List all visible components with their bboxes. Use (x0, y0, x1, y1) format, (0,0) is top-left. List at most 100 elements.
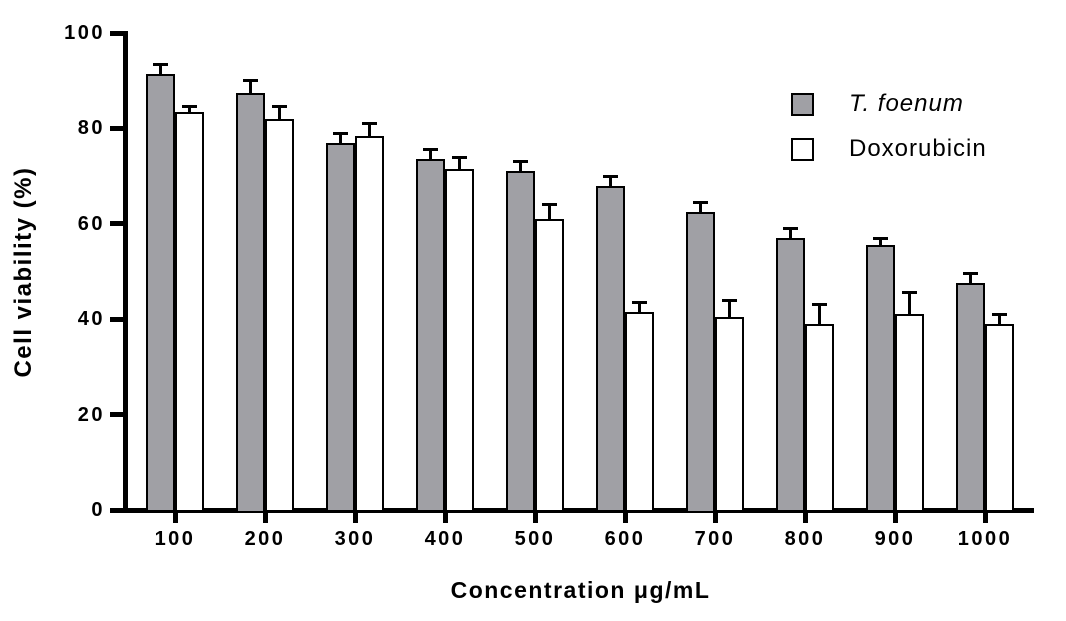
bar-t-foenum (146, 73, 175, 513)
y-tick (110, 125, 124, 131)
x-tick-label: 500 (514, 528, 556, 550)
y-tick (110, 507, 124, 513)
y-tick-label: 40 (77, 308, 105, 331)
x-tick (532, 510, 538, 523)
legend-item-t-foenum: T. foenum (791, 90, 987, 118)
error-bar-cap (272, 105, 287, 109)
bar-doxorubicin (985, 323, 1014, 513)
y-tick-label: 60 (77, 212, 105, 235)
error-bar-stem (548, 204, 551, 220)
error-bar-cap (362, 122, 377, 126)
error-bar-stem (879, 238, 882, 246)
error-bar-stem (969, 273, 972, 284)
error-bar-cap (722, 298, 737, 302)
bar-t-foenum (596, 185, 625, 513)
error-bar-cap (992, 312, 1007, 316)
bar-t-foenum (866, 245, 895, 513)
error-bar-cap (632, 301, 647, 304)
x-tick (712, 510, 718, 523)
legend-swatch-doxorubicin (791, 137, 814, 161)
error-bar-stem (159, 64, 162, 74)
error-bar-cap (812, 303, 827, 307)
error-bar-cap (902, 291, 917, 295)
x-tick (892, 510, 898, 523)
error-bar-cap (542, 203, 557, 207)
y-tick-label: 0 (91, 499, 105, 521)
bar-doxorubicin (625, 312, 654, 513)
x-tick-label: 800 (784, 528, 826, 550)
bar-doxorubicin (445, 168, 474, 513)
error-bar-stem (638, 302, 641, 313)
x-tick-label: 300 (334, 528, 376, 550)
error-bar-stem (519, 161, 522, 172)
error-bar-stem (789, 228, 792, 239)
error-bar-cap (693, 200, 708, 204)
error-bar-stem (188, 106, 191, 112)
y-tick (110, 221, 124, 227)
y-tick-label: 100 (64, 22, 105, 44)
error-bar-cap (963, 272, 978, 276)
error-bar-cap (153, 62, 168, 66)
error-bar-stem (609, 176, 612, 186)
legend: T. foenum Doxorubicin (791, 90, 987, 163)
error-bar-cap (182, 105, 197, 109)
bar-doxorubicin (715, 316, 744, 513)
x-tick-label: 100 (154, 528, 196, 550)
bar-doxorubicin (895, 314, 924, 513)
error-bar-cap (243, 79, 258, 83)
error-bar-stem (728, 300, 731, 317)
y-tick (110, 30, 124, 36)
bar-t-foenum (416, 159, 445, 513)
error-bar-stem (249, 80, 252, 93)
x-tick (352, 510, 358, 523)
y-axis-title: Cell viability (%) (10, 166, 37, 378)
error-bar-cap (603, 174, 618, 178)
x-tick-label: 1000 (957, 528, 1013, 550)
x-tick (442, 510, 448, 523)
x-tick (622, 510, 628, 523)
legend-label-doxorubicin: Doxorubicin (849, 135, 987, 162)
legend-label-t-foenum: T. foenum (849, 90, 964, 117)
error-bar-cap (513, 160, 528, 164)
y-tick (110, 316, 124, 322)
bar-doxorubicin (175, 111, 204, 513)
error-bar-stem (818, 304, 821, 324)
error-bar-stem (908, 292, 911, 315)
error-bar-stem (339, 133, 342, 143)
error-bar-cap (873, 236, 888, 240)
x-tick (262, 510, 268, 523)
legend-swatch-t-foenum (791, 92, 814, 116)
x-tick (172, 510, 178, 523)
y-tick-label: 80 (77, 117, 105, 140)
x-tick-label: 600 (604, 528, 646, 550)
bar-doxorubicin (805, 323, 834, 513)
x-tick (802, 510, 808, 523)
bar-t-foenum (776, 238, 805, 513)
error-bar-cap (423, 148, 438, 152)
error-bar-stem (368, 123, 371, 136)
y-axis-line (123, 30, 128, 513)
bar-doxorubicin (535, 219, 564, 513)
y-tick-label: 20 (77, 403, 105, 426)
error-bar-stem (458, 157, 461, 169)
legend-item-doxorubicin: Doxorubicin (791, 135, 987, 163)
error-bar-cap (452, 155, 467, 159)
bar-doxorubicin (355, 135, 384, 513)
error-bar-stem (699, 202, 702, 212)
bar-t-foenum (956, 283, 985, 513)
y-tick (110, 412, 124, 418)
x-axis-title: Concentration μg/mL (450, 577, 711, 603)
bar-t-foenum (506, 171, 535, 513)
x-tick (982, 510, 988, 523)
bar-doxorubicin (265, 118, 294, 513)
error-bar-cap (333, 131, 348, 135)
error-bar-stem (278, 106, 281, 119)
error-bar-stem (429, 149, 432, 160)
x-tick-label: 700 (694, 528, 736, 550)
x-tick-label: 200 (244, 528, 286, 550)
bar-t-foenum (686, 211, 715, 513)
bar-t-foenum (326, 142, 355, 513)
x-tick-label: 900 (874, 528, 916, 550)
